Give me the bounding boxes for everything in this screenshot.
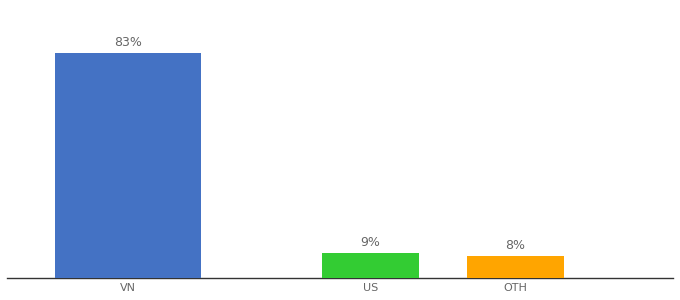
Text: 8%: 8% bbox=[506, 239, 526, 252]
Bar bbox=[467, 256, 564, 278]
Bar bbox=[55, 53, 201, 278]
Text: 9%: 9% bbox=[360, 236, 380, 249]
Bar bbox=[322, 253, 419, 278]
Text: 83%: 83% bbox=[114, 36, 142, 49]
